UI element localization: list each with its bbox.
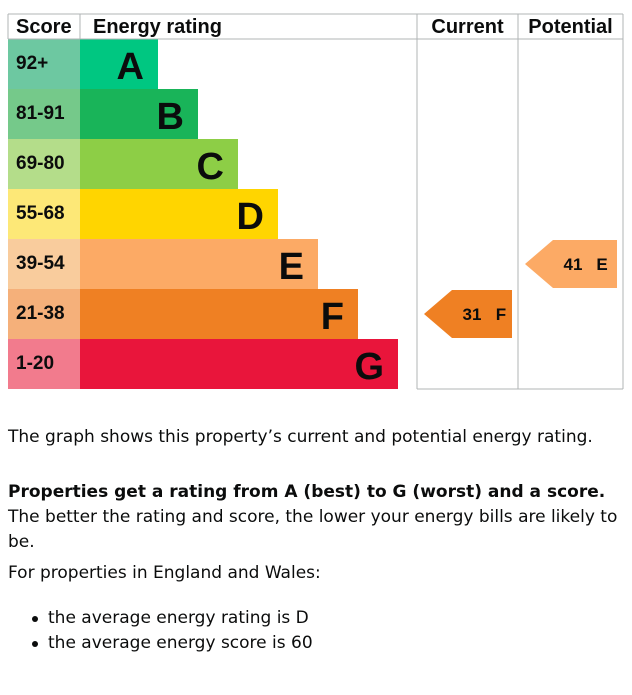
potential-rating-score-label: 41	[564, 255, 583, 274]
band-letter-a: A	[117, 46, 144, 88]
band-bar-f	[80, 289, 358, 339]
band-letter-c: C	[197, 146, 224, 188]
header-score: Score	[16, 16, 72, 38]
averages-list: the average energy rating is D the avera…	[8, 606, 313, 656]
band-letter-g: G	[354, 346, 384, 388]
score-label-b: 81-91	[16, 103, 65, 124]
region-text: For properties in England and Wales:	[8, 563, 321, 583]
potential-rating-arrow	[525, 240, 617, 288]
average-score-item: the average energy score is 60	[8, 631, 313, 656]
band-bar-e	[80, 239, 318, 289]
band-bar-b	[80, 89, 198, 139]
score-label-d: 55-68	[16, 203, 65, 224]
score-cell-b	[8, 89, 80, 139]
band-bar-d	[80, 189, 278, 239]
band-letter-e: E	[279, 246, 304, 288]
score-label-c: 69-80	[16, 153, 65, 174]
band-letter-f: F	[321, 296, 344, 338]
score-cell-e	[8, 239, 80, 289]
band-letter-b: B	[157, 96, 184, 138]
current-rating-letter-label: F	[496, 305, 506, 324]
rating-explanation-rest: The better the rating and score, the low…	[8, 507, 618, 552]
score-label-g: 1-20	[16, 353, 54, 374]
score-cell-a	[8, 39, 80, 89]
header-potential: Potential	[528, 16, 612, 38]
band-letter-d: D	[237, 196, 264, 238]
rating-explanation: Properties get a rating from A (best) to…	[8, 480, 624, 555]
current-rating-score-label: 31	[463, 305, 482, 324]
score-cell-d	[8, 189, 80, 239]
score-label-e: 39-54	[16, 253, 65, 274]
current-rating-arrow	[424, 290, 512, 338]
band-bar-a	[80, 39, 158, 89]
band-bar-g	[80, 339, 398, 389]
header-energy-rating: Energy rating	[93, 16, 222, 38]
score-cell-g	[8, 339, 80, 389]
band-bar-c	[80, 139, 238, 189]
energy-rating-chart: Score Energy rating Current Potential 92+ A 81…	[7, 13, 624, 390]
score-label-f: 21-38	[16, 303, 65, 324]
score-cell-f	[8, 289, 80, 339]
score-label-a: 92+	[16, 53, 48, 74]
intro-text: The graph shows this property’s current …	[8, 427, 593, 447]
header-current: Current	[431, 16, 504, 38]
score-cell-c	[8, 139, 80, 189]
average-rating-item: the average energy rating is D	[8, 606, 313, 631]
potential-rating-letter-label: E	[596, 255, 607, 274]
rating-explanation-bold: Properties get a rating from A (best) to…	[8, 482, 606, 502]
